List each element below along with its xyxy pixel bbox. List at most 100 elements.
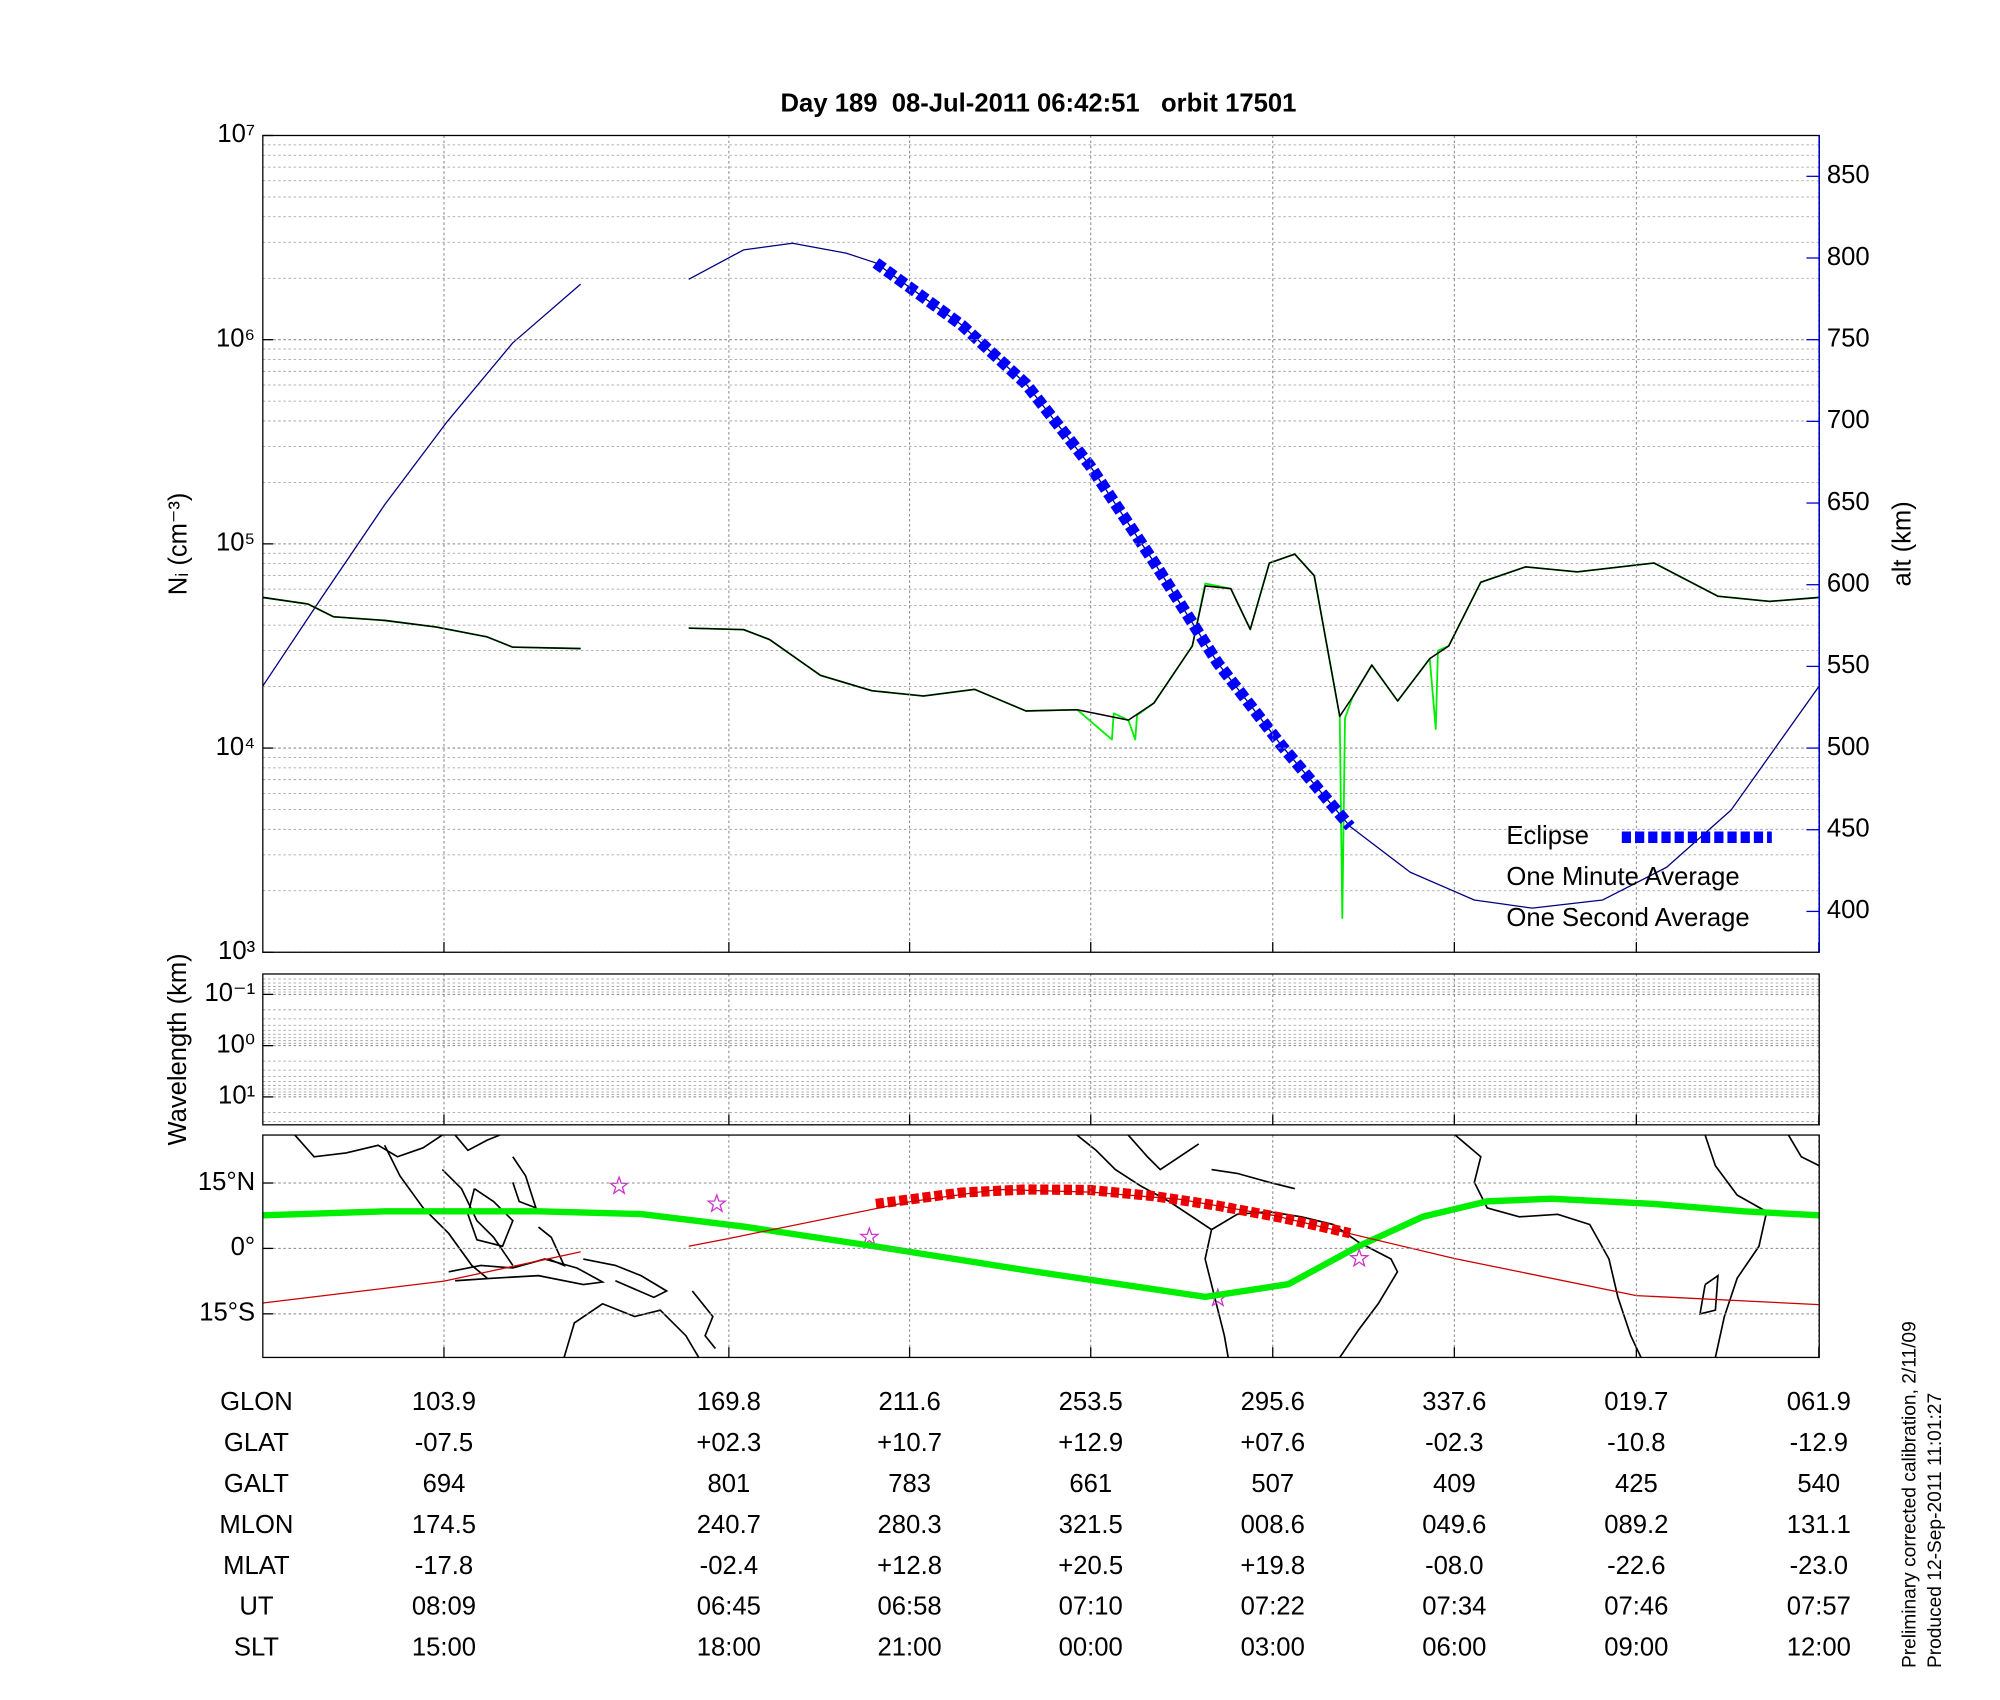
table-cell: -22.6 (1607, 1552, 1665, 1580)
table-cell: -08.0 (1425, 1552, 1483, 1580)
y2-tick-label: 650 (1827, 488, 1870, 516)
coastline (1698, 1273, 1719, 1316)
table-cell: 06:00 (1422, 1634, 1486, 1662)
table-cell: +12.8 (877, 1552, 942, 1580)
y2-tick-label: 500 (1827, 733, 1870, 761)
table-cell: 280.3 (878, 1511, 942, 1539)
y-tick-label: 10⁻¹ (205, 979, 256, 1007)
table-cell: -12.9 (1790, 1429, 1848, 1457)
coastline (512, 1156, 538, 1210)
row-label: SLT (234, 1634, 279, 1662)
table-cell: -02.4 (700, 1552, 758, 1580)
table-cell: 06:45 (697, 1593, 761, 1621)
table-cell: 07:57 (1787, 1593, 1851, 1621)
y2-tick-label: 400 (1827, 896, 1870, 924)
table-cell: 089.2 (1604, 1511, 1668, 1539)
table-cell: -23.0 (1790, 1552, 1848, 1580)
table-cell: 03:00 (1241, 1634, 1305, 1662)
star-marker (1348, 1247, 1370, 1268)
table-cell: 18:00 (697, 1634, 761, 1662)
table-cell: 06:58 (878, 1593, 942, 1621)
legend-label: One Minute Average (1506, 863, 1739, 891)
coastline (691, 1290, 717, 1350)
table-cell: 07:22 (1241, 1593, 1305, 1621)
coastline (1211, 1210, 1399, 1358)
table-cell: 131.1 (1787, 1511, 1851, 1539)
y2-axis-label: alt (km) (1889, 501, 1917, 586)
y2-tick-label: 850 (1827, 161, 1870, 189)
table-cell: 540 (1797, 1470, 1840, 1498)
table-cell: 21:00 (878, 1634, 942, 1662)
row-label: GLON (220, 1388, 293, 1416)
table-cell: 07:10 (1059, 1593, 1123, 1621)
table-cell: 07:34 (1422, 1593, 1486, 1621)
star-marker (859, 1226, 880, 1246)
coastline (1127, 1135, 1200, 1171)
coastline (294, 1135, 443, 1158)
y-tick-label: 10⁴ (216, 733, 256, 761)
altitude-line (262, 1195, 1820, 1301)
altitude-line (875, 1184, 1352, 1239)
y-tick-label: 10⁵ (216, 529, 255, 557)
plot-frame (262, 1134, 1820, 1359)
row-label: GLAT (224, 1429, 289, 1457)
table-cell: +20.5 (1058, 1552, 1123, 1580)
y-tick-label: 15°S (199, 1299, 255, 1327)
row-label: UT (239, 1593, 274, 1621)
coastline (1211, 1168, 1296, 1190)
coastlines (294, 1135, 1820, 1358)
table-cell: 409 (1433, 1470, 1476, 1498)
table-cell: +07.6 (1240, 1429, 1305, 1457)
table-cell: 425 (1615, 1470, 1658, 1498)
table-cell: -10.8 (1607, 1429, 1665, 1457)
y2-tick-label: 700 (1827, 406, 1870, 434)
note: Preliminary corrected calibration, 2/11/… (1899, 1321, 1920, 1668)
coastline (583, 1258, 669, 1299)
table-cell: 12:00 (1787, 1634, 1851, 1662)
altitude-line (262, 1188, 1819, 1306)
legend-label: One Second Average (1506, 904, 1749, 932)
coastline (563, 1302, 700, 1358)
table-cell: +10.7 (877, 1429, 942, 1457)
y-tick-label: 10⁷ (217, 120, 255, 148)
table-cell: 061.9 (1787, 1388, 1851, 1416)
y-tick-label: 10⁰ (216, 1030, 255, 1058)
table-cell: 801 (707, 1470, 750, 1498)
table-cell: 008.6 (1241, 1511, 1305, 1539)
table-cell: 049.6 (1422, 1511, 1486, 1539)
row-label: MLON (219, 1511, 293, 1539)
table-cell: 694 (423, 1470, 466, 1498)
table-cell: 07:46 (1604, 1593, 1668, 1621)
table-cell: +19.8 (1240, 1552, 1305, 1580)
table-cell: 174.5 (412, 1511, 476, 1539)
coastline (1787, 1135, 1820, 1167)
y2-tick-label: 800 (1827, 243, 1870, 271)
row-label: MLAT (223, 1552, 290, 1580)
altitude-line (262, 242, 1820, 909)
coastline (1704, 1135, 1768, 1358)
table-cell: -02.3 (1425, 1429, 1483, 1457)
table-cell: 783 (888, 1470, 931, 1498)
coastline (448, 1258, 606, 1286)
star-marker (608, 1175, 630, 1195)
table-cell: 08:09 (412, 1593, 476, 1621)
plot-area (262, 1175, 1820, 1308)
table-cell: 211.6 (878, 1388, 940, 1416)
y-axis-label: Nᵢ (cm⁻³) (164, 493, 192, 596)
y-tick-label: 10⁶ (216, 324, 255, 352)
y-tick-label: 10¹ (218, 1082, 255, 1110)
y2-tick-label: 750 (1827, 324, 1870, 352)
y-tick-label: 10³ (218, 937, 256, 965)
coastline (383, 1144, 488, 1279)
y2-tick-label: 550 (1827, 651, 1870, 679)
table-cell: 019.7 (1604, 1388, 1668, 1416)
coastline (1454, 1135, 1642, 1358)
table-cell: 337.6 (1422, 1388, 1486, 1416)
table-cell: 321.5 (1059, 1511, 1123, 1539)
table-cell: -07.5 (415, 1429, 473, 1457)
chart-title: Day 189 08-Jul-2011 06:42:51 orbit 17501 (781, 90, 1297, 118)
note: Produced 12-Sep-2011 11:01:27 (1925, 1393, 1946, 1668)
coastline (441, 1168, 514, 1266)
